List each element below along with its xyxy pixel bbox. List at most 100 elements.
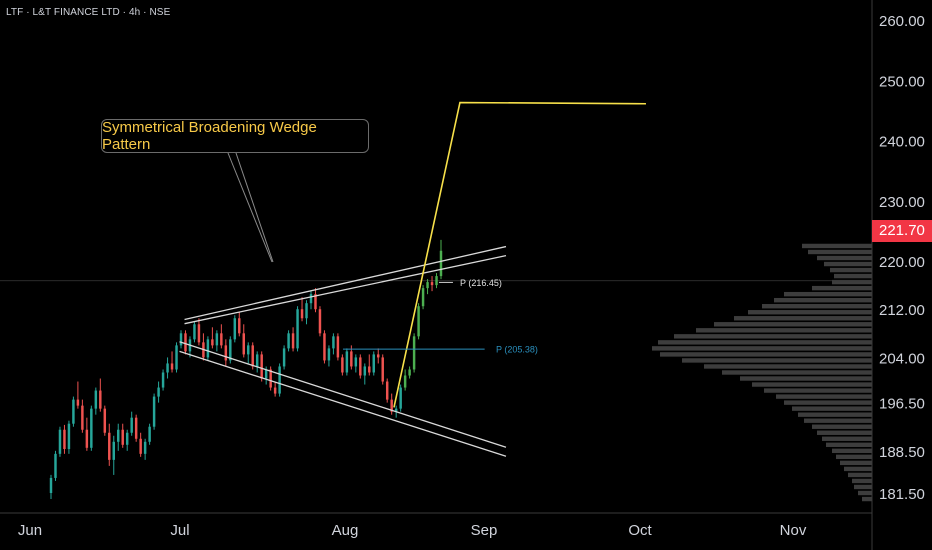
volume-profile-bar	[848, 472, 872, 478]
candle	[166, 357, 169, 379]
candle-body	[291, 333, 295, 349]
candle-body	[134, 417, 138, 439]
candle-body	[121, 429, 124, 445]
volume-profile-bar	[696, 328, 872, 333]
candle-body	[300, 309, 304, 319]
volume-profile-bar	[798, 412, 872, 417]
volume-profile-bar	[802, 243, 872, 249]
candle	[247, 342, 250, 364]
candle-body	[247, 345, 250, 355]
candle	[193, 321, 196, 343]
candle-body	[287, 333, 290, 349]
candle	[323, 330, 326, 364]
candle	[125, 429, 129, 451]
candle	[309, 291, 313, 310]
candle-body	[108, 432, 111, 460]
candle	[291, 327, 295, 352]
y-tick-label: 220.00	[879, 254, 925, 271]
volume-profile-bar	[682, 358, 872, 363]
volume-profile-bar	[652, 346, 872, 351]
candle-body	[430, 282, 434, 286]
candle	[99, 378, 102, 412]
candle	[90, 405, 93, 451]
pivot-label: P (205.38)	[496, 345, 538, 355]
y-tick-label: 212.00	[879, 302, 925, 319]
candle-body	[224, 345, 228, 361]
candle	[215, 330, 219, 352]
candle	[81, 399, 84, 433]
candle-body	[332, 336, 335, 349]
volume-profile-bar	[822, 436, 872, 441]
volume-profile-bar	[830, 267, 872, 273]
candle-body	[58, 429, 62, 454]
candle	[94, 387, 98, 415]
candle	[238, 312, 241, 337]
volume-profile-bar	[776, 394, 872, 399]
candle	[345, 348, 349, 376]
candle	[179, 330, 183, 349]
candle	[85, 417, 89, 451]
candle-body	[363, 366, 367, 376]
candle	[282, 345, 286, 370]
volume-profile-bar	[734, 316, 872, 321]
candle	[372, 351, 375, 376]
volume-profile-bar	[740, 376, 872, 381]
volume-profile-bar	[808, 249, 872, 255]
candle-body	[161, 372, 165, 388]
candle-body	[206, 339, 210, 358]
candle-body	[421, 288, 425, 307]
candle	[385, 378, 389, 403]
candle-body	[152, 396, 156, 427]
candle	[403, 369, 407, 391]
volume-profile-bar	[762, 304, 872, 309]
candle-body	[336, 336, 340, 358]
candle	[184, 330, 187, 355]
candle-body	[403, 375, 407, 388]
candle	[390, 393, 393, 415]
candle-body	[390, 399, 393, 412]
candle-body	[166, 363, 169, 373]
volume-profile-bar	[836, 454, 872, 460]
wedge-line-upper-inner	[184, 254, 507, 325]
candle-body	[63, 429, 66, 450]
volume-profile-bar	[748, 310, 872, 315]
volume-profile-bar	[792, 406, 872, 411]
candle	[161, 369, 165, 391]
candle-body	[49, 477, 53, 493]
candle	[296, 306, 299, 352]
candle	[67, 420, 71, 454]
candle-body	[81, 405, 84, 430]
candle-body	[184, 333, 187, 352]
volume-profile-bar	[812, 424, 872, 429]
volume-profile-bar	[844, 466, 872, 472]
candle-body	[278, 366, 281, 394]
volume-profile-bar	[854, 484, 872, 490]
candle-body	[282, 348, 286, 367]
candle-body	[215, 333, 219, 346]
candle	[354, 354, 358, 373]
y-tick-label: 204.00	[879, 350, 925, 367]
y-tick-label: 181.50	[879, 486, 925, 503]
y-tick-label: 230.00	[879, 194, 925, 211]
pattern-annotation[interactable]: Symmetrical Broadening Wedge Pattern	[101, 119, 369, 153]
candle-body	[426, 282, 429, 289]
candle-body	[354, 357, 358, 367]
candle-body	[211, 339, 214, 346]
candle	[152, 393, 156, 430]
candle-body	[251, 345, 254, 367]
chart-title: LTF · L&T FINANCE LTD · 4h · NSE	[6, 7, 171, 18]
candle	[260, 351, 263, 382]
candle	[112, 435, 115, 475]
candle	[148, 423, 151, 445]
candle-body	[112, 441, 115, 460]
candle	[224, 339, 228, 367]
volume-profile-bar	[840, 460, 872, 466]
candle	[49, 474, 53, 500]
candle	[305, 300, 308, 325]
candle	[220, 324, 223, 349]
candle-body	[439, 250, 443, 277]
candle	[430, 276, 434, 292]
candle	[54, 450, 57, 481]
